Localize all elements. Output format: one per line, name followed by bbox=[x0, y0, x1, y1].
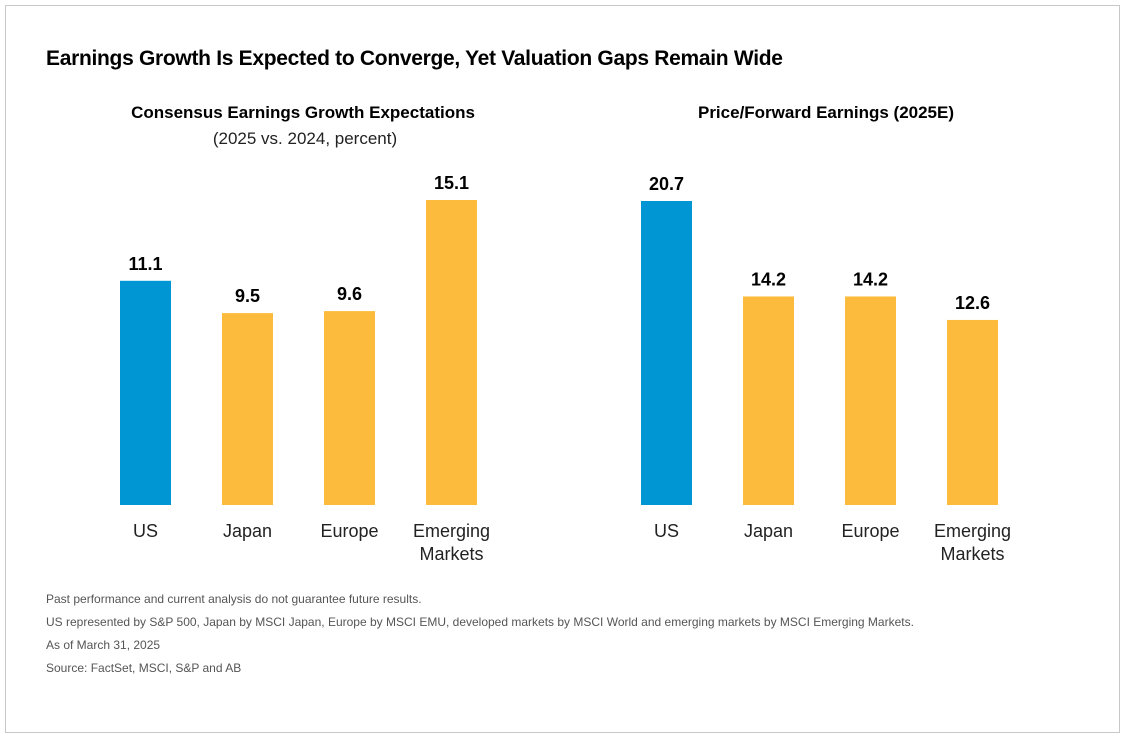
footnote-date: As of March 31, 2025 bbox=[46, 638, 161, 652]
growth-category-label-us: US bbox=[133, 521, 158, 541]
footnote-source: Source: FactSet, MSCI, S&P and AB bbox=[46, 661, 242, 675]
growth-bar-japan bbox=[222, 313, 273, 505]
left-chart-title: Consensus Earnings Growth Expectations bbox=[131, 103, 475, 122]
growth-bar-europe bbox=[324, 311, 375, 505]
left-chart-subtitle: (2025 vs. 2024, percent) bbox=[212, 129, 398, 148]
pe-value-label-europe: 14.2 bbox=[853, 269, 888, 289]
footnote-indices: US represented by S&P 500, Japan by MSCI… bbox=[46, 615, 914, 629]
footnote-disclaimer: Past performance and current analysis do… bbox=[46, 592, 422, 606]
pe-bar-emerging-markets bbox=[947, 319, 998, 505]
pe-category-label-us: US bbox=[654, 521, 679, 541]
pe-bar-europe bbox=[845, 296, 896, 505]
growth-category-label-emerging-markets: Emerging Markets bbox=[413, 521, 490, 564]
growth-category-label-japan: Japan bbox=[223, 521, 272, 541]
pe-category-label-japan: Japan bbox=[744, 521, 793, 541]
right-chart-title: Price/Forward Earnings (2025E) bbox=[697, 103, 955, 122]
growth-value-label-emerging-markets: 15.1 bbox=[434, 173, 469, 193]
pe-category-label-emerging-markets: Emerging Markets bbox=[934, 521, 1011, 564]
growth-value-label-us: 11.1 bbox=[128, 254, 162, 274]
figure-title: Earnings Growth Is Expected to Converge,… bbox=[46, 47, 783, 70]
pe-value-label-emerging-markets: 12.6 bbox=[955, 293, 990, 313]
footnotes: Past performance and current analysis do… bbox=[46, 588, 914, 680]
pe-value-label-us: 20.7 bbox=[649, 174, 684, 194]
pe-category-label-europe: Europe bbox=[841, 521, 899, 541]
growth-bar-us bbox=[120, 280, 171, 505]
growth-value-label-japan: 9.5 bbox=[235, 286, 260, 306]
growth-value-label-europe: 9.6 bbox=[337, 284, 362, 304]
growth-category-label-europe: Europe bbox=[320, 521, 378, 541]
pe-bar-japan bbox=[743, 296, 794, 505]
pe-bar-us bbox=[641, 201, 692, 505]
growth-bar-emerging-markets bbox=[426, 200, 477, 505]
pe-value-label-japan: 14.2 bbox=[751, 269, 786, 289]
chart-frame bbox=[5, 5, 1120, 733]
